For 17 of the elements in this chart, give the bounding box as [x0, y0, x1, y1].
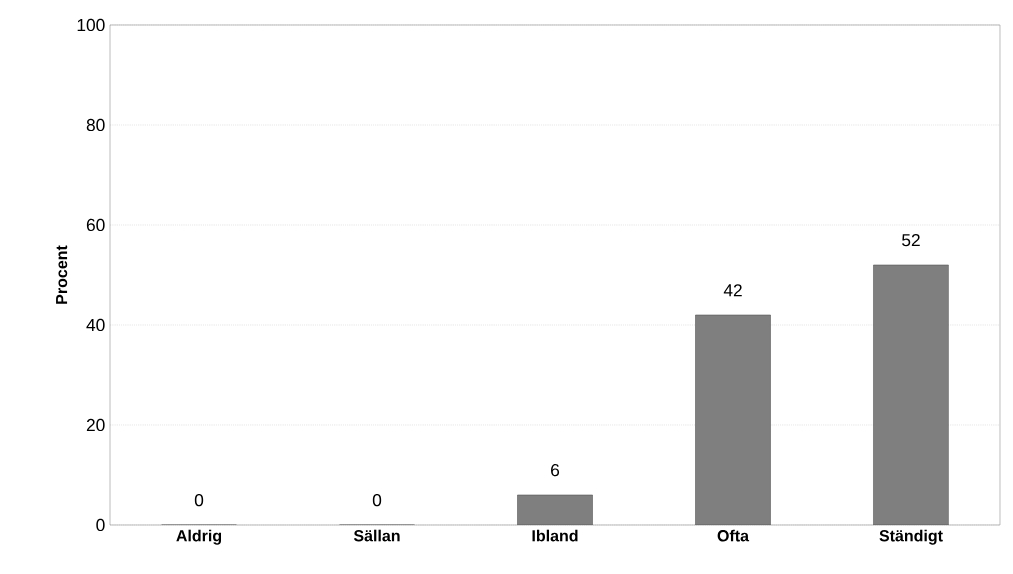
x-tick-label: Ofta	[717, 529, 750, 542]
y-tick-label: 60	[86, 218, 105, 232]
data-label: 42	[723, 284, 742, 297]
x-tick-label: Ibland	[532, 529, 578, 542]
y-tick-label: 20	[86, 418, 105, 432]
data-label: 0	[372, 494, 382, 507]
data-label: 52	[902, 234, 920, 247]
x-tick-label: Sällan	[353, 529, 400, 542]
y-tick-label: 100	[77, 18, 105, 32]
data-label: 0	[194, 494, 204, 507]
y-axis-title: Procent	[56, 245, 68, 304]
data-label: 6	[551, 464, 560, 477]
y-tick-label: 0	[96, 518, 105, 532]
x-tick-label: Ständigt	[879, 529, 943, 545]
y-tick-label: 40	[86, 318, 105, 332]
y-tick-label: 80	[86, 118, 105, 132]
x-tick-label: Aldrig	[176, 529, 222, 545]
